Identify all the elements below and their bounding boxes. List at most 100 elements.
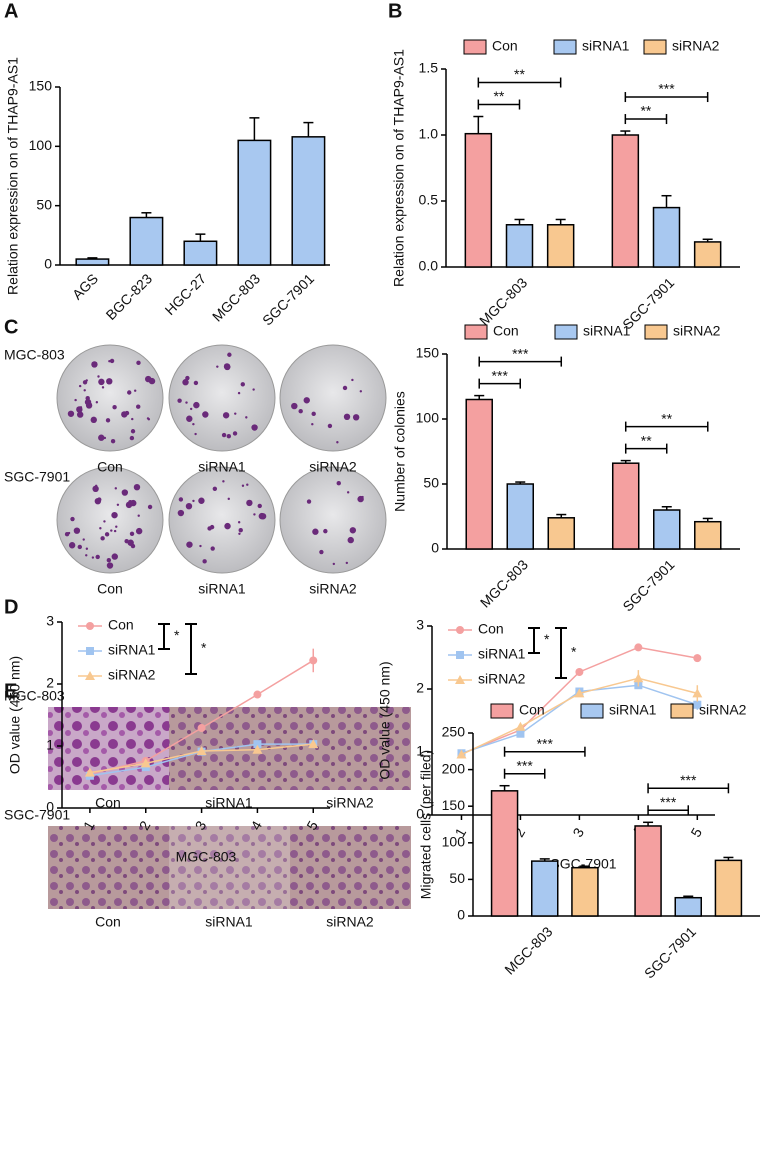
bar — [75, 258, 110, 266]
point — [253, 740, 262, 749]
y-tick-label: 50 — [449, 870, 465, 886]
colony — [135, 527, 143, 535]
bar — [693, 241, 722, 268]
image-label: Con — [97, 459, 123, 475]
colony — [253, 513, 256, 516]
colony — [223, 363, 231, 370]
legend-label: siRNA1 — [583, 323, 631, 339]
colony — [359, 390, 363, 393]
colony — [133, 389, 137, 392]
legend-swatch — [554, 324, 578, 340]
colony — [106, 562, 114, 569]
colony — [336, 481, 341, 486]
image-label: siRNA1 — [198, 581, 246, 597]
colony — [97, 497, 102, 502]
bar — [634, 825, 662, 917]
significance-label: *** — [492, 367, 509, 383]
colony — [136, 360, 141, 366]
significance-label: *** — [660, 794, 677, 810]
colony — [137, 514, 140, 517]
bar — [465, 398, 493, 550]
colony — [209, 524, 215, 530]
colony — [101, 386, 105, 389]
colony — [192, 499, 195, 503]
point — [634, 643, 643, 652]
point — [515, 721, 526, 731]
y-tick-label: 100 — [29, 137, 53, 153]
legend-swatch — [553, 39, 577, 55]
colony — [100, 536, 105, 541]
colony — [95, 401, 99, 404]
panel-label: D — [4, 596, 18, 618]
plate-image — [168, 344, 276, 452]
image-label: Con — [97, 581, 123, 597]
colony — [332, 562, 336, 566]
image-label: siRNA2 — [309, 459, 357, 475]
colony — [85, 554, 88, 557]
colony — [246, 483, 249, 486]
colony — [68, 542, 76, 549]
colony — [78, 384, 82, 388]
colony — [121, 411, 128, 418]
colony — [210, 546, 215, 551]
panel-label: C — [4, 316, 18, 338]
significance-label: * — [201, 640, 207, 656]
colony — [202, 559, 207, 564]
bar — [653, 509, 681, 550]
significance-label: ** — [641, 432, 652, 448]
colony — [251, 424, 258, 431]
colony — [74, 398, 77, 402]
significance-label: * — [571, 644, 577, 660]
legend-marker — [456, 651, 464, 659]
colony — [64, 532, 70, 537]
point — [574, 688, 585, 698]
colony — [109, 358, 115, 364]
x-tick-label: MGC-803 — [476, 274, 530, 328]
colony — [351, 378, 354, 382]
colony — [85, 547, 89, 550]
y-tick-label: 200 — [442, 760, 466, 776]
colony — [349, 527, 357, 534]
colony — [82, 538, 85, 541]
colony — [177, 398, 182, 403]
significance-label: ** — [514, 66, 525, 82]
y-tick-label: 250 — [442, 724, 466, 740]
colony — [189, 407, 193, 411]
significance-label: *** — [537, 735, 554, 751]
bar — [506, 483, 534, 550]
bar — [505, 224, 534, 268]
colony — [327, 423, 333, 429]
significance-label: * — [544, 631, 550, 647]
image-label: siRNA1 — [198, 459, 246, 475]
colony — [311, 422, 314, 426]
colony — [194, 432, 197, 436]
colony — [185, 502, 193, 510]
colony — [232, 431, 238, 436]
colony — [121, 489, 129, 496]
y-tick-label: 1 — [416, 743, 424, 759]
colony — [346, 491, 350, 494]
colony — [112, 405, 117, 410]
legend-label: siRNA2 — [699, 702, 747, 718]
y-tick-label: 50 — [423, 475, 439, 491]
colony — [97, 375, 100, 378]
image-label: siRNA2 — [326, 795, 374, 811]
y-tick-label: 2 — [416, 680, 424, 696]
colony — [90, 416, 97, 424]
colony — [103, 520, 106, 523]
image-label: Con — [95, 795, 121, 811]
colony — [99, 527, 102, 530]
transwell-image — [169, 826, 290, 909]
y-tick-label: 100 — [442, 834, 466, 850]
bar — [129, 216, 164, 266]
row-label: MGC-803 — [4, 688, 65, 704]
colony — [319, 549, 324, 555]
x-tick-label: 5 — [687, 825, 705, 840]
legend-label: Con — [478, 621, 504, 637]
colony — [98, 434, 105, 441]
legend-swatch — [670, 703, 694, 719]
significance-label: *** — [512, 345, 529, 361]
point — [693, 700, 702, 709]
colony — [202, 411, 209, 418]
legend-label: siRNA2 — [478, 671, 526, 687]
